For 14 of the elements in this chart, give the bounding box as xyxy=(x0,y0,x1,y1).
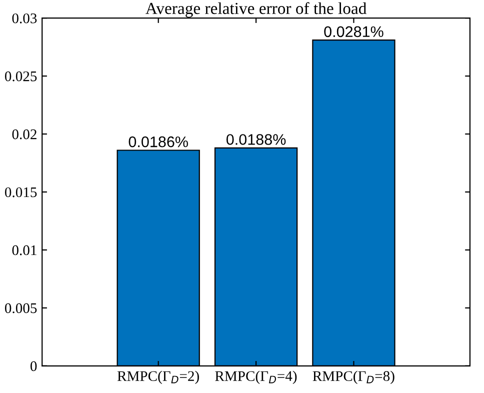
y-tick-label: 0.005 xyxy=(4,303,37,314)
y-tick-label: 0.03 xyxy=(12,13,37,24)
data-label: 0.0188% xyxy=(226,134,286,145)
y-tick-label: 0.015 xyxy=(4,187,37,198)
x-tick-label: RMPC(Γ$_{D}$=8) xyxy=(312,370,394,384)
y-tick-label: 0.01 xyxy=(12,245,36,256)
data-label: 0.0281% xyxy=(324,26,384,38)
y-tick-label: 0.02 xyxy=(12,129,36,140)
y-tick-label: 0 xyxy=(30,361,37,372)
x-tick-label: RMPC(Γ$_{D}$=4) xyxy=(215,370,297,384)
data-label: 0.0186% xyxy=(128,136,188,148)
chart-title: Average relative error of the load xyxy=(146,2,366,18)
x-tick-label: RMPC(Γ$_{D}$=2) xyxy=(117,370,199,384)
y-tick-label: 0.025 xyxy=(4,71,37,82)
